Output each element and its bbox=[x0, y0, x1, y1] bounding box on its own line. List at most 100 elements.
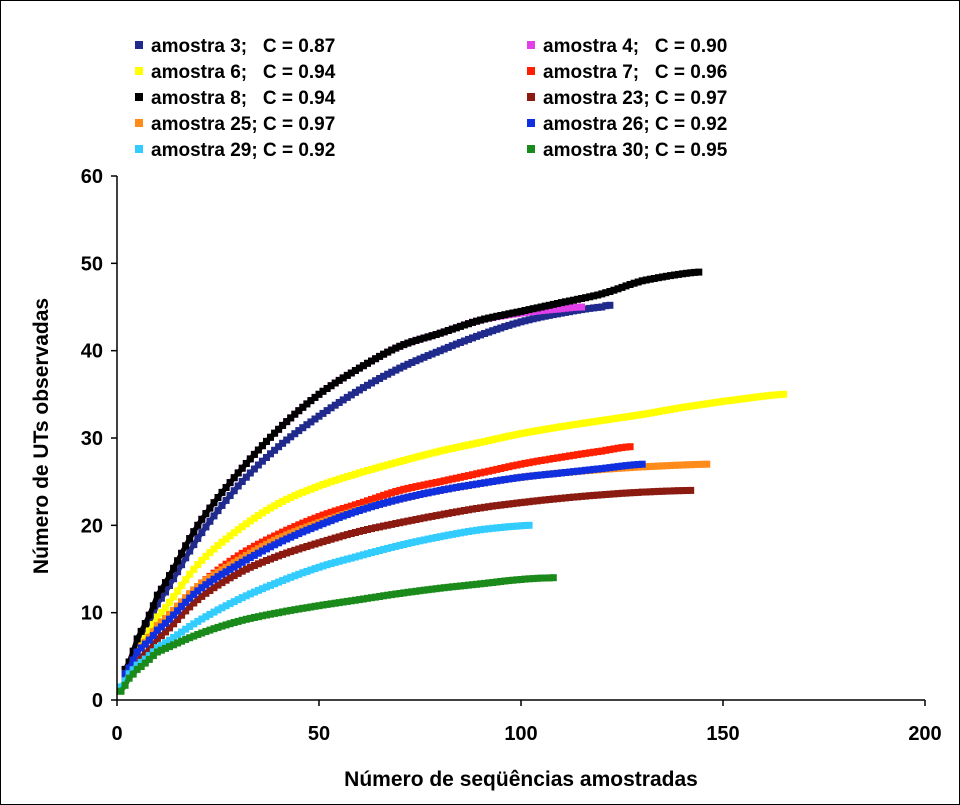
data-point bbox=[545, 455, 553, 463]
data-point bbox=[667, 462, 674, 469]
data-point bbox=[388, 520, 396, 528]
data-point bbox=[448, 325, 456, 333]
data-point bbox=[194, 561, 202, 569]
data-point bbox=[493, 435, 501, 443]
data-point bbox=[578, 467, 586, 475]
data-point bbox=[549, 470, 557, 478]
data-point bbox=[149, 640, 157, 648]
data-point bbox=[549, 455, 557, 462]
legend-label: amostra 7; C = 0.96 bbox=[543, 62, 727, 83]
data-point bbox=[242, 556, 250, 564]
data-point bbox=[238, 558, 246, 566]
data-point bbox=[412, 587, 420, 595]
data-point bbox=[509, 500, 517, 508]
x-tick-label: 150 bbox=[706, 723, 739, 745]
data-point bbox=[299, 528, 307, 536]
data-point bbox=[513, 319, 521, 327]
data-point bbox=[347, 597, 355, 605]
legend-item: amostra 4; C = 0.90 bbox=[527, 36, 727, 57]
data-point bbox=[755, 393, 763, 401]
data-point bbox=[359, 468, 367, 476]
data-point bbox=[634, 411, 642, 419]
data-point bbox=[465, 472, 472, 480]
data-point bbox=[622, 282, 630, 290]
data-point bbox=[315, 513, 323, 521]
data-point bbox=[626, 461, 634, 469]
data-point bbox=[121, 681, 129, 689]
data-point bbox=[545, 301, 553, 309]
data-point bbox=[408, 454, 416, 462]
data-point bbox=[153, 635, 161, 643]
data-point bbox=[214, 573, 222, 581]
data-point bbox=[222, 621, 230, 629]
data-point bbox=[509, 576, 517, 584]
data-point bbox=[388, 368, 396, 376]
data-point bbox=[343, 531, 351, 539]
data-point bbox=[537, 313, 545, 321]
data-point bbox=[642, 410, 650, 418]
data-point bbox=[182, 635, 190, 643]
data-point bbox=[145, 611, 153, 619]
data-point bbox=[517, 499, 525, 507]
data-point bbox=[230, 598, 238, 606]
data-point bbox=[517, 307, 525, 315]
data-point bbox=[234, 552, 242, 560]
data-point bbox=[137, 653, 145, 661]
data-point bbox=[347, 554, 355, 562]
data-point bbox=[561, 304, 569, 312]
data-point bbox=[182, 554, 190, 562]
x-tick-label: 200 bbox=[908, 723, 941, 745]
data-point bbox=[210, 512, 218, 520]
data-point bbox=[206, 504, 214, 512]
data-point bbox=[566, 308, 573, 316]
data-point bbox=[662, 462, 670, 470]
data-point bbox=[448, 444, 456, 452]
data-point bbox=[489, 327, 497, 335]
data-point bbox=[359, 498, 367, 506]
data-point bbox=[234, 617, 242, 625]
data-point bbox=[190, 599, 198, 607]
data-point bbox=[444, 476, 452, 484]
legend-label: amostra 3; C = 0.87 bbox=[151, 36, 335, 57]
data-point bbox=[129, 647, 137, 655]
data-point bbox=[428, 585, 436, 593]
data-point bbox=[420, 536, 428, 544]
data-point bbox=[392, 590, 400, 598]
data-point bbox=[303, 421, 311, 429]
data-point bbox=[287, 494, 295, 501]
data-point bbox=[258, 543, 266, 550]
data-point bbox=[323, 510, 331, 518]
data-point bbox=[303, 526, 311, 534]
data-point bbox=[654, 487, 662, 495]
data-point bbox=[408, 588, 416, 596]
data-point bbox=[254, 613, 262, 621]
series-8 bbox=[121, 460, 646, 678]
data-point bbox=[501, 523, 509, 531]
data-point bbox=[319, 409, 327, 417]
data-point bbox=[602, 464, 610, 472]
data-point bbox=[561, 422, 569, 430]
series-1 bbox=[121, 301, 614, 678]
data-point bbox=[521, 498, 529, 506]
data-point bbox=[149, 602, 157, 610]
data-point bbox=[545, 306, 553, 314]
data-point bbox=[145, 627, 153, 635]
data-point bbox=[279, 497, 287, 505]
data-point bbox=[424, 450, 432, 458]
data-point bbox=[351, 508, 359, 516]
data-point bbox=[319, 601, 327, 609]
data-point bbox=[335, 599, 343, 607]
data-point bbox=[489, 524, 497, 532]
data-point bbox=[166, 615, 173, 623]
data-point bbox=[246, 517, 254, 525]
data-point bbox=[537, 426, 545, 434]
legend-label: amostra 25; C = 0.97 bbox=[151, 114, 335, 135]
legend-label: amostra 8; C = 0.94 bbox=[151, 88, 336, 109]
data-point bbox=[153, 626, 161, 634]
data-point bbox=[327, 404, 335, 412]
data-point bbox=[626, 412, 634, 420]
data-point bbox=[549, 311, 557, 319]
data-point bbox=[602, 416, 610, 424]
data-point bbox=[396, 342, 404, 350]
data-point bbox=[246, 590, 254, 598]
